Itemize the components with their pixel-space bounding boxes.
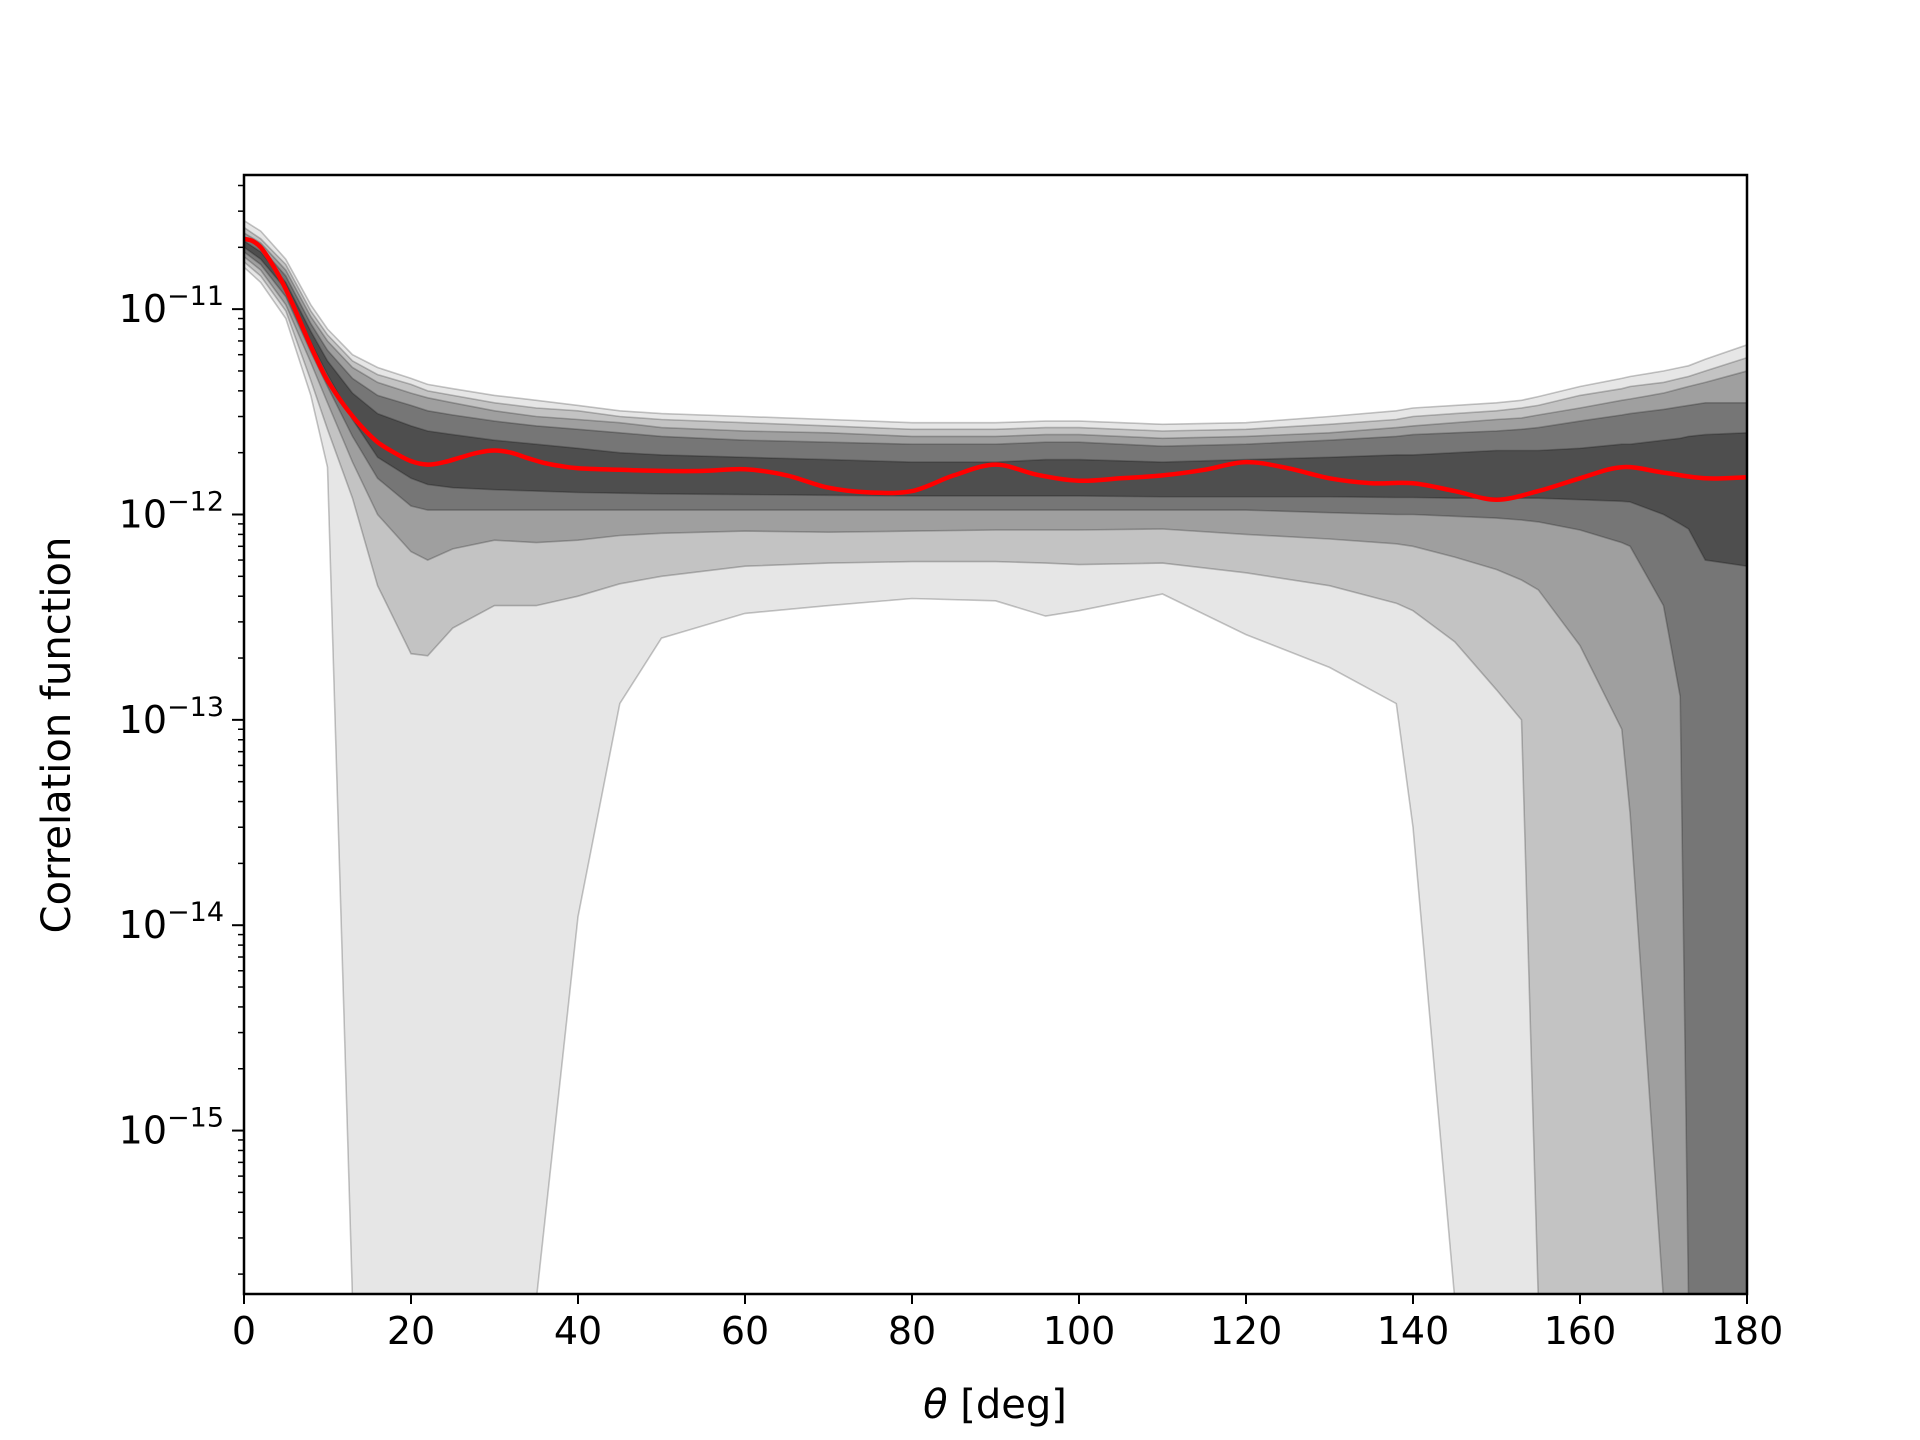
x-tick-label: 0	[232, 1309, 256, 1353]
y-tick-label: 10−12	[119, 486, 224, 536]
x-axis-label: θ [deg]	[923, 1382, 1067, 1428]
x-axis: 0 20 40 60 80 100 120 140 160 180	[232, 1294, 1783, 1353]
mean-line-1	[244, 236, 1747, 502]
mean-line-group	[244, 236, 1747, 502]
y-axis: 10−11 10−12 10−13 10−14 10−15	[119, 184, 244, 1275]
band-4	[244, 235, 1747, 1294]
y-tick-label: 10−15	[119, 1103, 224, 1153]
x-tick-label: 80	[888, 1309, 936, 1353]
plot-frame	[242, 173, 1749, 1296]
y-tick-label: 10−11	[119, 281, 224, 331]
x-tick-label: 60	[721, 1309, 769, 1353]
x-axis-symbol: θ	[923, 1382, 947, 1428]
x-tick-label: 180	[1711, 1309, 1784, 1353]
x-tick-label: 160	[1544, 1309, 1617, 1353]
x-tick-label: 100	[1043, 1309, 1116, 1353]
x-tick-label: 40	[554, 1309, 602, 1353]
x-axis-unit: [deg]	[948, 1382, 1067, 1428]
y-axis-label: Correlation function	[34, 537, 80, 934]
y-tick-label: 10−14	[119, 897, 224, 947]
x-tick-label: 20	[387, 1309, 435, 1353]
x-tick-label: 140	[1377, 1309, 1450, 1353]
x-tick-label: 120	[1210, 1309, 1283, 1353]
y-tick-label: 10−13	[119, 692, 224, 742]
